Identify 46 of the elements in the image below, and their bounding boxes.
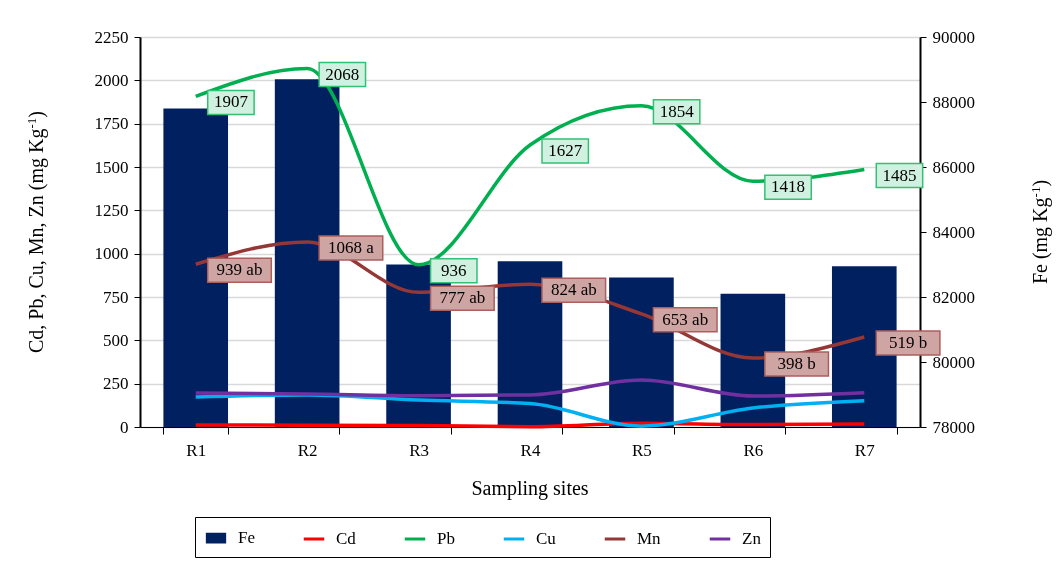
legend-label: Zn: [742, 529, 762, 548]
y-tick-label: 500: [103, 330, 129, 350]
legend-label: Pb: [437, 529, 455, 548]
y2-tick-label: 86000: [932, 157, 975, 177]
data-label: 939 ab: [216, 260, 263, 280]
x-tick-label: R1: [186, 440, 207, 460]
legend-label: Fe: [238, 528, 255, 548]
y-tick-label: 1000: [94, 244, 129, 264]
y-tick-label: 1250: [94, 200, 129, 220]
data-label: 653 ab: [662, 309, 709, 329]
data-label: 1068 a: [328, 237, 375, 257]
y2-tick-label: 82000: [932, 287, 975, 307]
y-tick-label: 0: [120, 417, 129, 437]
data-label: 824 ab: [550, 280, 597, 300]
x-tick-label: R7: [854, 440, 876, 460]
data-label: 1418: [771, 177, 806, 197]
x-tick-label: R4: [520, 440, 541, 460]
legend-label: Cd: [336, 529, 357, 548]
y2-tick-label: 80000: [932, 352, 975, 372]
y-tick-label: 250: [103, 374, 129, 394]
data-label: 519 b: [888, 333, 928, 353]
data-label: 936: [441, 260, 467, 280]
data-label: 1485: [882, 165, 917, 185]
x-tick-label: R6: [743, 440, 764, 460]
y-tick-label: 750: [103, 287, 129, 307]
legend-label: Mn: [637, 529, 662, 548]
y2-tick-label: 88000: [932, 92, 975, 112]
y2-tick-label: 90000: [932, 27, 975, 47]
y2-tick-label: 84000: [932, 222, 975, 242]
data-label: 1627: [548, 140, 583, 160]
x-tick-label: R2: [297, 440, 318, 460]
y-tick-label: 2000: [94, 70, 129, 90]
line-series: [193, 378, 867, 398]
x-tick-label: R3: [409, 440, 429, 460]
y-tick-label: 1750: [94, 114, 129, 134]
data-label: 777 ab: [439, 288, 486, 308]
data-label: 1907: [213, 92, 249, 112]
y2-tick-label: 78000: [932, 417, 975, 437]
y-tick-label: 2250: [94, 27, 129, 47]
x-tick-label: R5: [632, 440, 652, 460]
data-label: 398 b: [777, 354, 816, 374]
data-label: 2068: [325, 64, 360, 84]
y-tick-label: 1500: [94, 157, 129, 177]
legend-label: Cu: [536, 529, 557, 548]
x-axis-title: Sampling sites: [471, 476, 589, 500]
data-label: 1854: [659, 101, 695, 121]
